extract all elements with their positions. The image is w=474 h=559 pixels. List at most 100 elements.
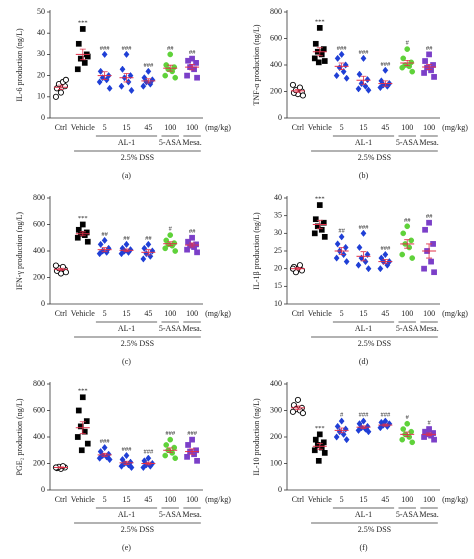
data-point — [320, 46, 327, 52]
data-point — [194, 74, 200, 81]
data-point — [194, 458, 200, 464]
data-point — [75, 40, 82, 47]
data-point — [74, 234, 81, 241]
error-bar — [382, 259, 389, 265]
error-bar — [145, 461, 152, 466]
x-tick-label: Ctrl — [292, 495, 305, 504]
y-axis-label: PGE₂ production (ng/L) — [15, 398, 24, 475]
data-point — [189, 234, 195, 241]
error-bar — [57, 466, 64, 469]
group-label: AL-1 — [118, 138, 135, 147]
y-tick-label: 10 — [274, 299, 282, 308]
data-point — [334, 54, 341, 62]
data-point — [296, 262, 303, 269]
data-point — [318, 226, 325, 233]
significance-label: ### — [380, 61, 391, 68]
x-tick-label: 15 — [123, 123, 131, 132]
data-point — [377, 265, 384, 273]
y-tick-label: 10 — [37, 92, 45, 101]
data-point — [421, 70, 427, 76]
significance-label: *** — [315, 196, 325, 203]
significance-label: ## — [426, 45, 433, 52]
data-point — [316, 431, 323, 438]
x-tick-label: Vehicle — [71, 309, 95, 318]
data-point — [316, 25, 323, 31]
data-point — [316, 202, 323, 208]
data-point — [101, 50, 108, 58]
error-bar — [360, 75, 367, 85]
y-tick-label: 800 — [33, 379, 45, 388]
error-bar — [101, 71, 108, 80]
axis-line — [49, 382, 203, 491]
x-tick-label: 100 — [401, 495, 413, 504]
significance-label: ### — [337, 45, 348, 52]
significance-label: ### — [122, 45, 133, 52]
data-point — [321, 234, 328, 240]
significance-label: ### — [100, 45, 111, 52]
data-point — [343, 436, 350, 444]
data-point — [118, 82, 125, 90]
significance-label: ## — [338, 227, 345, 234]
data-point — [167, 232, 174, 238]
error-bar — [123, 73, 130, 83]
data-point — [84, 238, 91, 245]
data-point — [431, 74, 437, 80]
y-axis-label: IFN-γ production (ng/L) — [15, 212, 24, 291]
data-point — [399, 436, 406, 443]
error-bar — [294, 405, 301, 411]
data-point — [79, 394, 86, 401]
y-tick-label: 0 — [278, 485, 282, 494]
dss-label: 2.5% DSS — [358, 339, 391, 348]
x-tick-label: Ctrl — [292, 309, 305, 318]
group-label: 5-ASA — [159, 324, 182, 333]
significance-label: *** — [78, 19, 88, 26]
x-tick-label: 45 — [381, 309, 389, 318]
data-point — [409, 439, 416, 446]
y-axis-label: IL-10 production (ng/L) — [252, 398, 261, 476]
y-axis-label: TNF-α production (ng/L) — [252, 24, 261, 105]
data-point — [289, 81, 296, 88]
group-label: Mesa. — [419, 324, 438, 333]
error-bar — [57, 267, 64, 271]
data-point — [74, 66, 81, 73]
x-tick-label: Vehicle — [308, 309, 332, 318]
data-point — [81, 60, 88, 66]
y-tick-label: 400 — [270, 60, 282, 69]
data-point — [75, 407, 82, 414]
y-tick-label: 200 — [270, 86, 282, 95]
data-point — [404, 46, 411, 52]
significance-label: ### — [359, 224, 370, 231]
significance-label: ### — [122, 446, 133, 453]
error-bar — [145, 249, 152, 256]
error-bar — [167, 241, 174, 247]
significance-label: ## — [189, 228, 196, 235]
significance-label: # — [406, 414, 410, 421]
significance-label: ## — [189, 49, 196, 56]
x-tick-label: 100 — [164, 309, 176, 318]
data-point — [360, 417, 367, 425]
error-bar — [167, 447, 174, 454]
significance-label: ### — [143, 62, 154, 69]
unit-label: (mg/kg) — [442, 309, 468, 318]
data-point — [320, 439, 327, 446]
significance-label: ### — [187, 430, 198, 437]
data-point — [145, 67, 152, 75]
error-bar — [79, 231, 86, 237]
group-label: Mesa. — [182, 510, 201, 519]
significance-label: ## — [426, 213, 433, 220]
y-tick-label: 400 — [270, 379, 282, 388]
panel-label: (b) — [359, 171, 369, 180]
x-tick-label: 100 — [186, 495, 198, 504]
significance-label: ### — [165, 430, 176, 437]
x-tick-label: 100 — [164, 495, 176, 504]
error-bar — [360, 251, 367, 262]
x-tick-label: 45 — [381, 495, 389, 504]
data-point — [83, 418, 90, 424]
data-point — [365, 265, 372, 273]
dss-label: 2.5% DSS — [358, 525, 391, 534]
x-tick-label: 5 — [340, 495, 344, 504]
data-point — [377, 424, 384, 432]
x-tick-label: 100 — [423, 123, 435, 132]
panel-label: (e) — [122, 543, 131, 552]
